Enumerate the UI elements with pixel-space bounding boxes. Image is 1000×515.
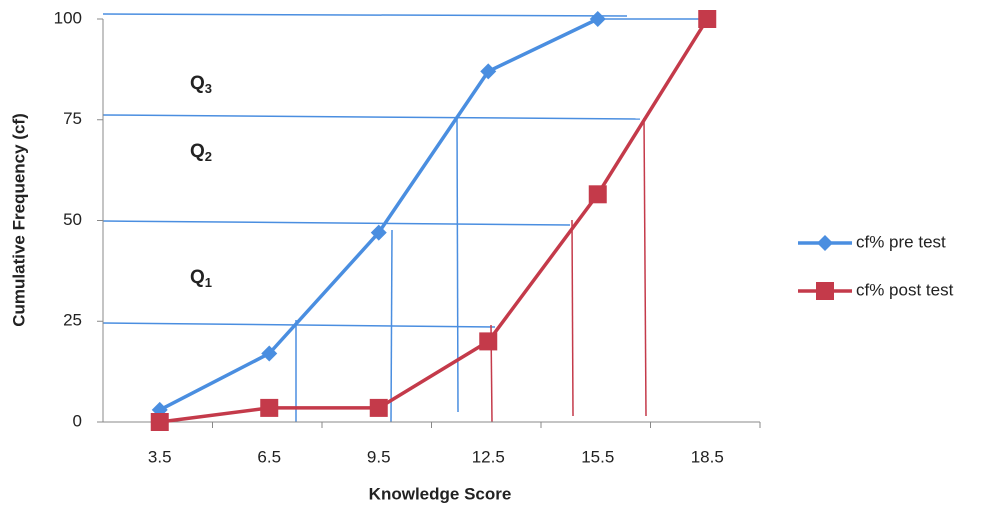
y-tick-label: 25 xyxy=(63,311,82,330)
y-tick-label: 75 xyxy=(63,109,82,128)
series xyxy=(151,11,606,418)
x-tick-label: 9.5 xyxy=(367,447,391,466)
annotation-subscript: 1 xyxy=(205,275,212,290)
marker xyxy=(589,11,606,27)
annotation-subscript: 3 xyxy=(205,81,212,96)
marker xyxy=(150,413,169,431)
x-tick-label: 15.5 xyxy=(581,447,614,466)
annotation-text: Q xyxy=(190,267,205,288)
annotation-text: Q xyxy=(190,141,205,162)
y-axis-title: Cumulative Frequency (cf) xyxy=(9,113,28,327)
x-tick-label: 18.5 xyxy=(691,447,724,466)
annotation-text: Q xyxy=(190,73,205,94)
marker xyxy=(698,10,717,28)
series-line xyxy=(158,17,599,412)
guide-line xyxy=(102,13,628,17)
marker xyxy=(479,332,498,351)
y-tick-label: 0 xyxy=(73,411,82,430)
guide-line xyxy=(390,229,393,423)
x-tick-label: 6.5 xyxy=(257,447,281,466)
legend-label: cf% pre test xyxy=(856,232,946,251)
marker xyxy=(260,398,279,417)
marker xyxy=(370,224,387,241)
marker xyxy=(261,345,278,362)
guide-line xyxy=(643,117,647,417)
annotation: Q2 xyxy=(190,141,212,164)
x-axis-title: Knowledge Score xyxy=(369,484,512,503)
legend-label: cf% post test xyxy=(856,280,954,299)
guide-line xyxy=(102,114,641,120)
series xyxy=(150,10,717,431)
marker xyxy=(817,235,833,251)
marker xyxy=(480,63,497,80)
guide-line xyxy=(102,322,496,328)
series-line xyxy=(159,18,709,424)
guide-lines xyxy=(102,13,706,423)
annotation: Q3 xyxy=(190,73,212,96)
y-tick-label: 100 xyxy=(54,8,82,27)
y-tick-label: 50 xyxy=(63,210,82,229)
guide-line xyxy=(571,219,574,417)
marker xyxy=(588,185,607,204)
marker xyxy=(816,282,834,300)
x-tick-label: 12.5 xyxy=(472,447,505,466)
x-tick-label: 3.5 xyxy=(148,447,172,466)
marker xyxy=(369,398,388,417)
annotation: Q1 xyxy=(190,267,212,290)
annotation-subscript: 2 xyxy=(205,149,212,164)
guide-line xyxy=(102,220,571,226)
guide-line xyxy=(456,117,459,413)
